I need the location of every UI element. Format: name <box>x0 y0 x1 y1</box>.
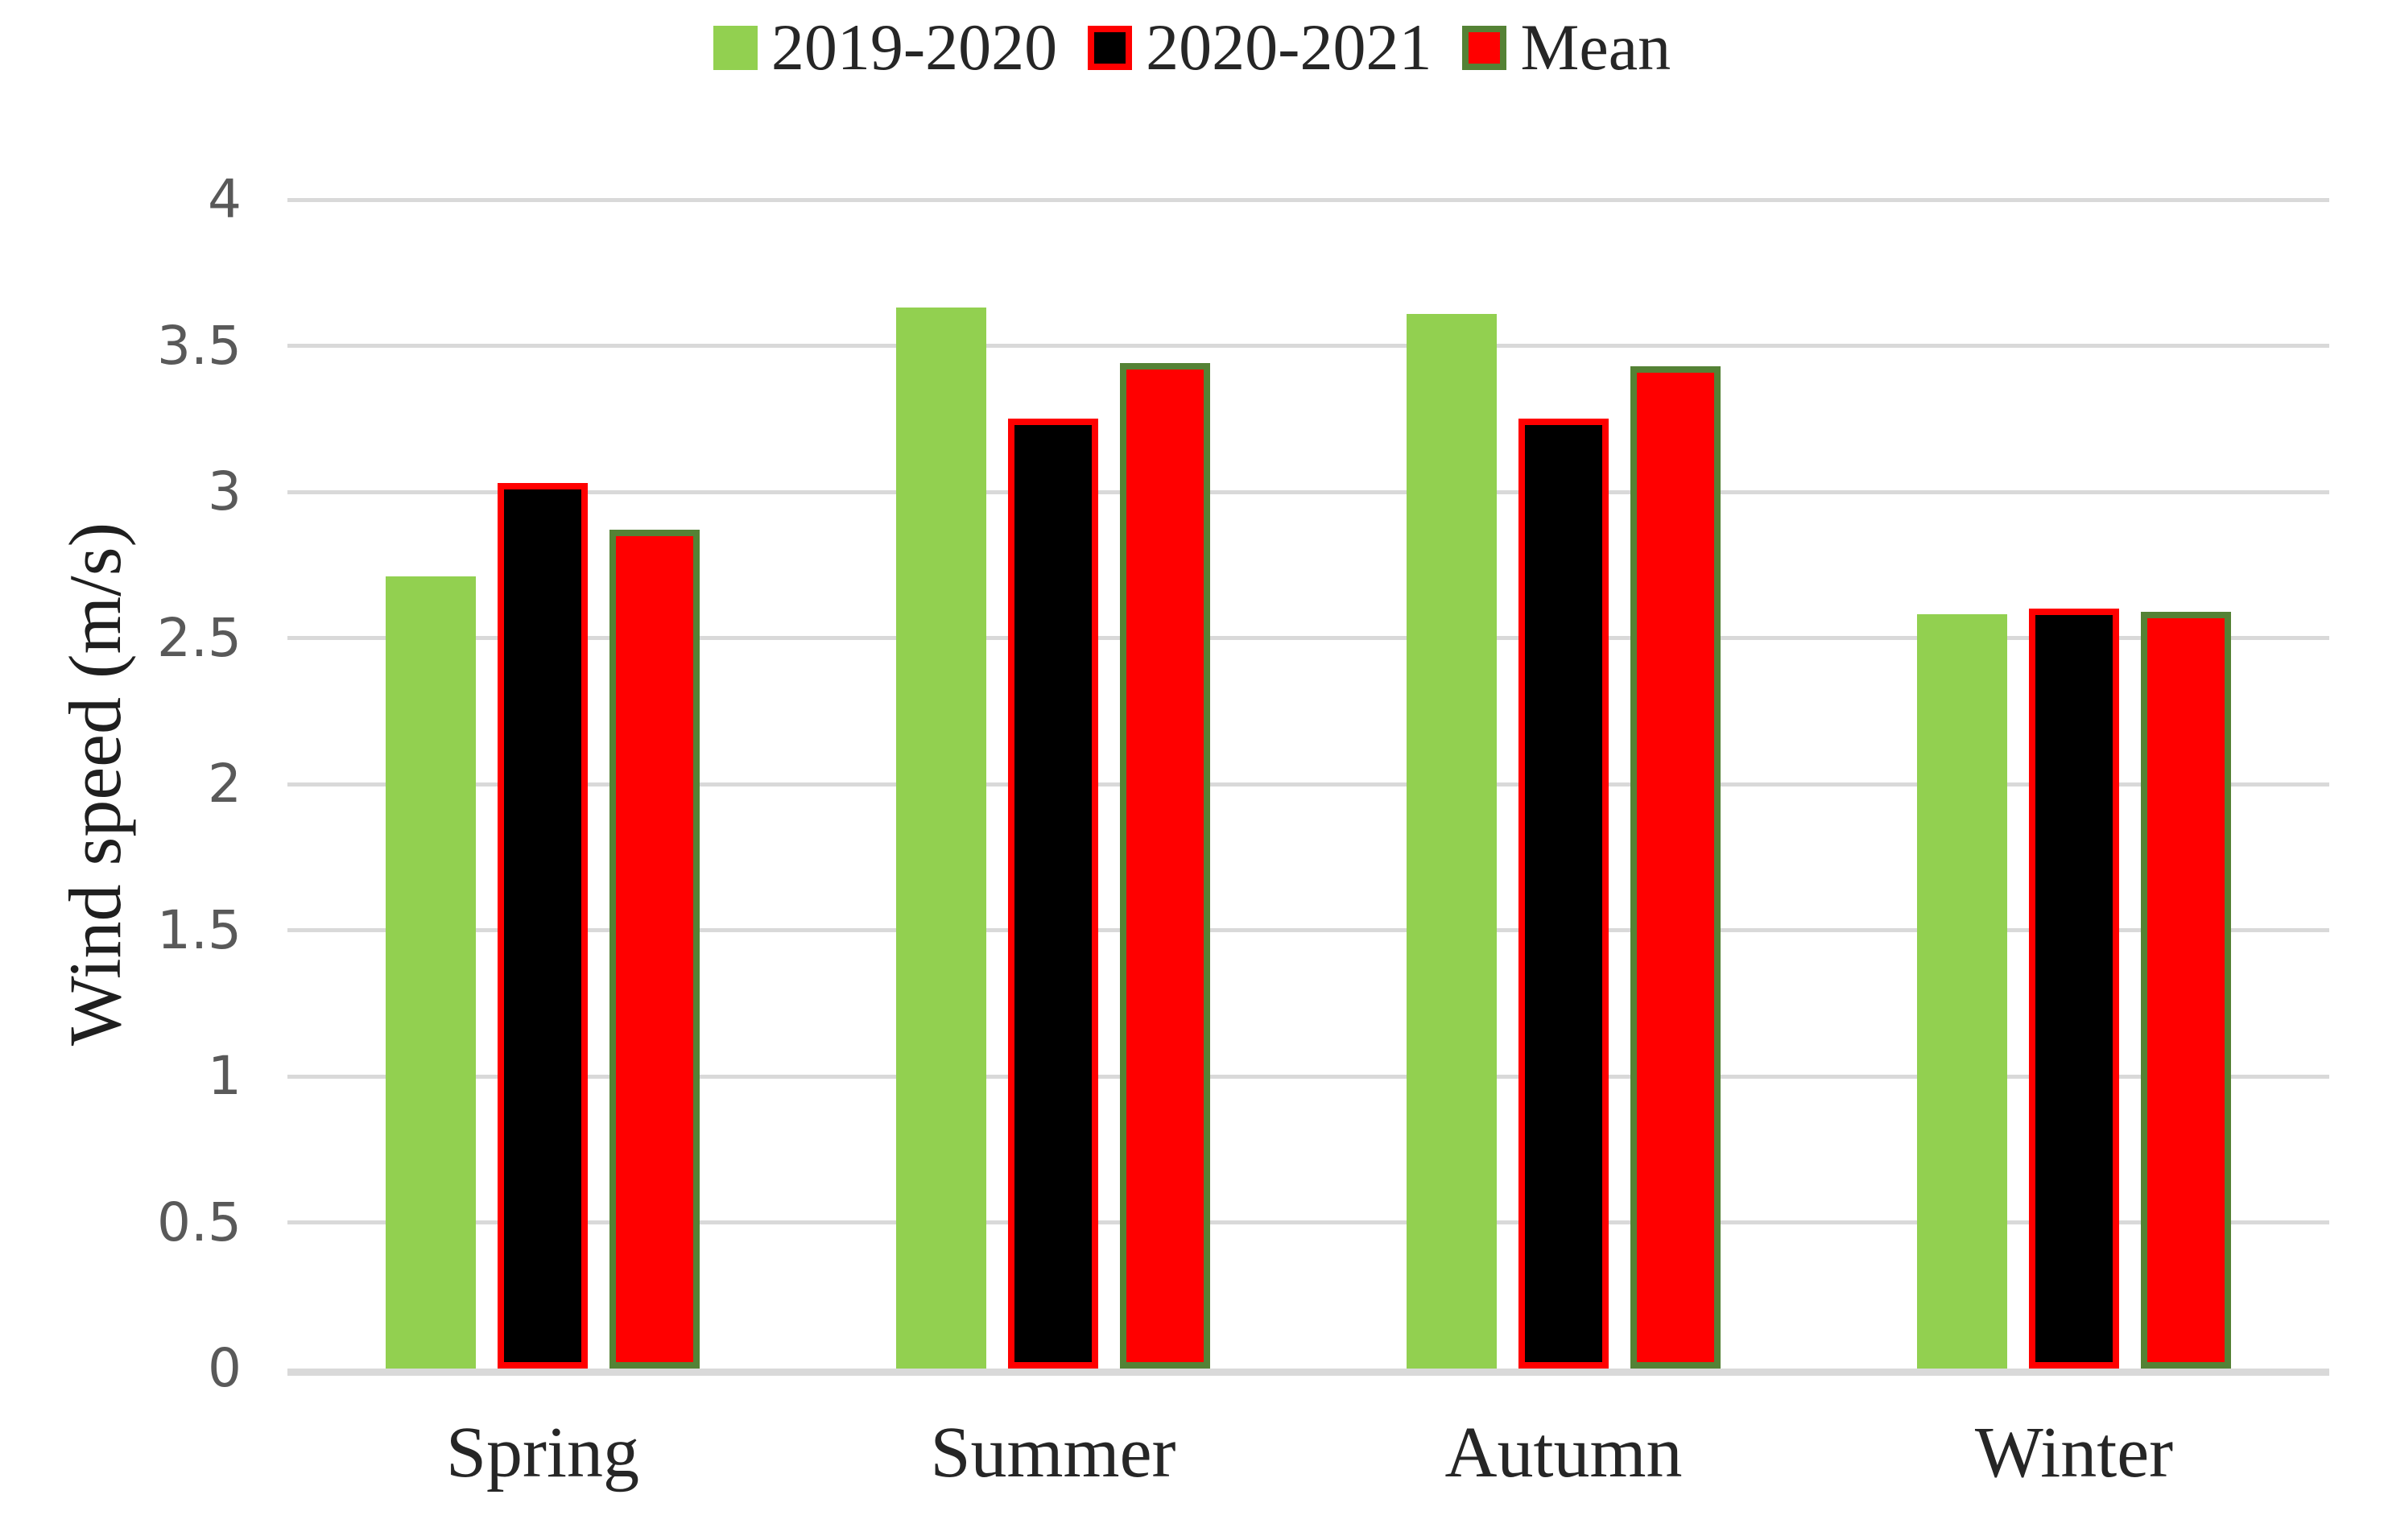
y-tick-label-2.5: 2.5 <box>157 607 242 669</box>
legend-swatch-icon <box>1462 25 1507 70</box>
gridline-y-3 <box>287 490 2329 494</box>
legend-item-2020-2021: 2020-2021 <box>1088 14 1432 81</box>
category-label-Autumn: Autumn <box>1444 1413 1683 1493</box>
y-tick-label-1: 1 <box>208 1045 242 1107</box>
x-axis-baseline <box>287 1369 2329 1376</box>
bar-Summer-Mean <box>1120 363 1210 1369</box>
y-tick-label-4: 4 <box>208 168 242 230</box>
category-label-Winter: Winter <box>1974 1413 2174 1493</box>
bar-Summer-2020-2021 <box>1008 419 1098 1369</box>
gridline-y-1.5 <box>287 928 2329 932</box>
bar-group-Autumn <box>1308 200 1819 1369</box>
legend-item-2019-2020: 2019-2020 <box>713 14 1057 81</box>
bar-Summer-2019-2020 <box>896 308 986 1369</box>
bar-Winter-2020-2021 <box>2029 609 2119 1369</box>
legend-label: 2020-2021 <box>1146 10 1432 84</box>
gridline-y-0.5 <box>287 1220 2329 1224</box>
legend-swatch-icon <box>713 25 758 70</box>
plot-area <box>287 198 2329 1376</box>
legend-item-Mean: Mean <box>1462 14 1671 81</box>
bar-Autumn-2019-2020 <box>1407 314 1497 1369</box>
legend-label: 2019-2020 <box>771 10 1058 84</box>
y-tick-label-0: 0 <box>208 1337 242 1399</box>
gridline-y-2.5 <box>287 636 2329 640</box>
bar-Autumn-Mean <box>1630 366 1721 1369</box>
gridline-y-2 <box>287 782 2329 787</box>
y-tick-label-3: 3 <box>208 460 242 522</box>
legend-swatch-icon <box>1088 25 1133 70</box>
chart-legend: 2019-2020 2020-2021 Mean <box>0 14 2384 81</box>
y-tick-label-0.5: 0.5 <box>157 1191 242 1253</box>
gridline-y-3.5 <box>287 344 2329 348</box>
category-label-Summer: Summer <box>930 1413 1176 1493</box>
bar-Autumn-2020-2021 <box>1518 419 1609 1369</box>
bar-Spring-2019-2020 <box>386 576 476 1369</box>
y-tick-label-3.5: 3.5 <box>157 315 242 377</box>
category-label-Spring: Spring <box>445 1413 640 1493</box>
gridline-y-1 <box>287 1075 2329 1079</box>
y-tick-label-2: 2 <box>208 753 242 815</box>
bar-group-Winter <box>1819 200 2329 1369</box>
legend-label: Mean <box>1520 10 1671 84</box>
bar-Spring-Mean <box>609 530 700 1369</box>
bar-group-Spring <box>287 200 798 1369</box>
bar-Winter-Mean <box>2141 612 2231 1369</box>
bar-Spring-2020-2021 <box>498 483 588 1369</box>
gridline-y-4 <box>287 198 2329 202</box>
y-tick-label-1.5: 1.5 <box>157 899 242 961</box>
bar-Winter-2019-2020 <box>1917 614 2007 1369</box>
bar-group-Summer <box>798 200 1308 1369</box>
